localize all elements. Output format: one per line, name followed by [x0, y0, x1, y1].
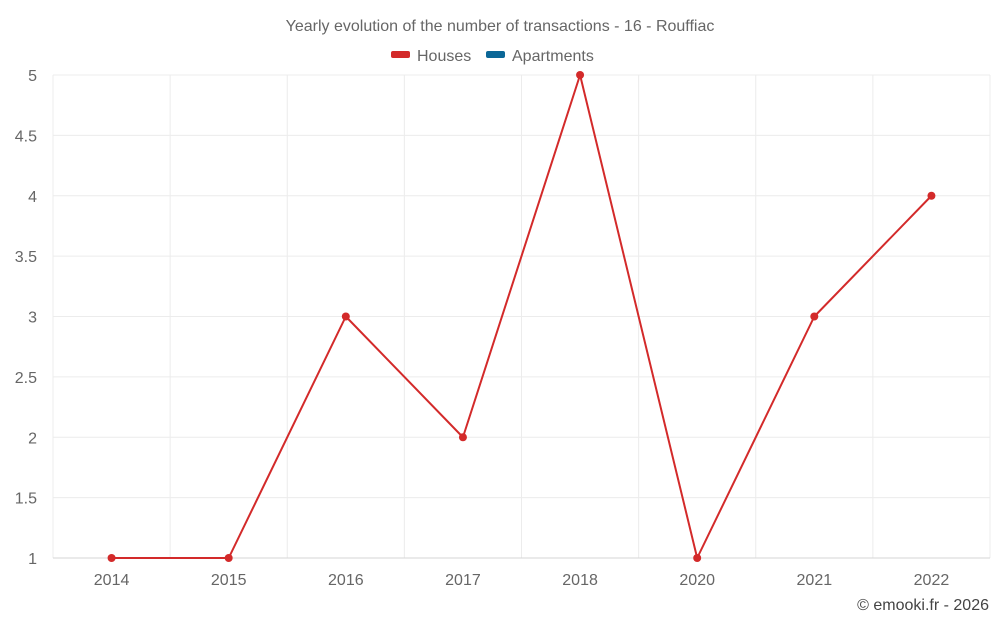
- y-tick-label: 4: [28, 189, 37, 206]
- x-tick-label: 2014: [94, 572, 130, 589]
- x-tick-label: 2021: [797, 572, 833, 589]
- data-point[interactable]: [927, 191, 936, 200]
- x-tick-label: 2022: [914, 572, 950, 589]
- x-tick-label: 2015: [211, 572, 247, 589]
- credit-text: © emooki.fr - 2026: [857, 597, 989, 614]
- y-tick-label: 3.5: [15, 249, 37, 266]
- legend-item-houses[interactable]: Houses: [391, 48, 471, 65]
- y-tick-label: 2.5: [15, 370, 37, 387]
- data-point[interactable]: [576, 71, 585, 79]
- series-houses: [107, 71, 936, 562]
- legend: Houses Apartments: [391, 48, 594, 65]
- data-point[interactable]: [693, 554, 702, 562]
- legend-swatch-houses: [391, 51, 410, 58]
- y-tick-label: 4.5: [15, 128, 37, 145]
- series-line: [111, 74, 933, 559]
- y-tick-label: 1.5: [15, 491, 37, 508]
- y-axis-ticks: 1 1.5 2 2.5 3 3.5 4 4.5 5: [15, 68, 37, 568]
- legend-item-apartments[interactable]: Apartments: [486, 48, 594, 65]
- legend-label-houses: Houses: [417, 48, 471, 65]
- data-point[interactable]: [224, 554, 233, 562]
- data-point[interactable]: [107, 554, 116, 562]
- data-point[interactable]: [810, 312, 819, 321]
- x-tick-label: 2018: [562, 572, 598, 589]
- y-tick-label: 2: [28, 430, 37, 447]
- x-tick-label: 2016: [328, 572, 364, 589]
- x-tick-label: 2017: [445, 572, 481, 589]
- legend-label-apartments: Apartments: [512, 48, 594, 65]
- data-point[interactable]: [341, 312, 350, 321]
- x-tick-label: 2020: [679, 572, 715, 589]
- y-tick-label: 3: [28, 310, 37, 327]
- y-tick-label: 5: [28, 68, 37, 85]
- y-tick-label: 1: [28, 551, 37, 568]
- grid: [52, 74, 991, 559]
- data-point[interactable]: [458, 433, 467, 442]
- chart-title: Yearly evolution of the number of transa…: [286, 18, 715, 35]
- legend-swatch-apartments: [486, 51, 505, 58]
- x-axis-ticks: 2014 2015 2016 2017 2018 2020 2021 2022: [94, 572, 950, 589]
